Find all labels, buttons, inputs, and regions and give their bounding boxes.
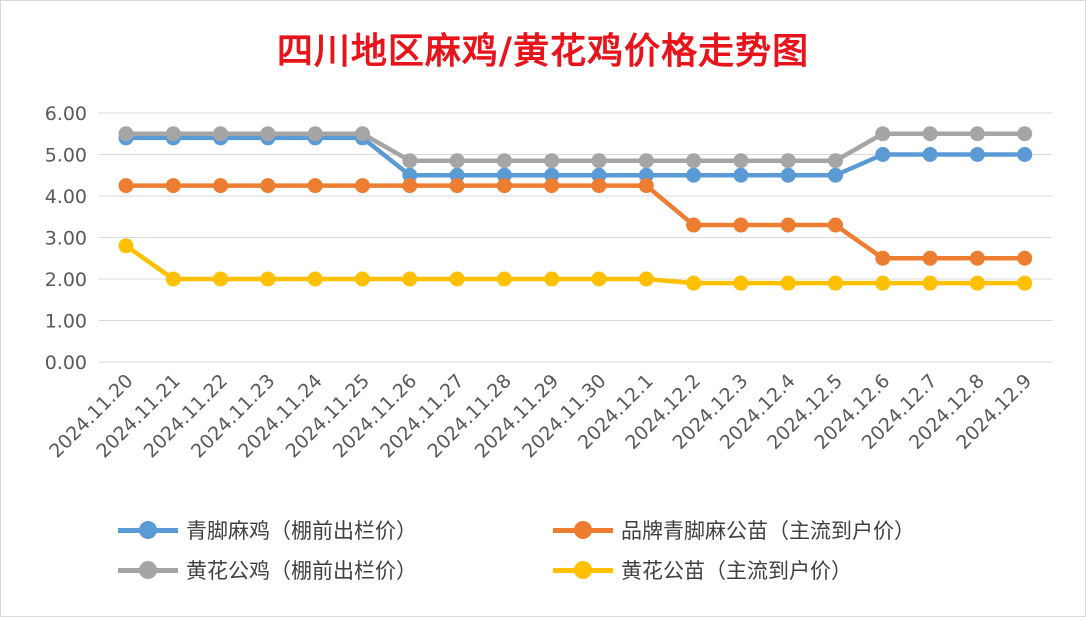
data-point	[780, 275, 796, 291]
data-point	[496, 167, 512, 183]
data-point	[1017, 147, 1033, 162]
data-point	[638, 167, 654, 183]
data-point	[402, 153, 418, 169]
data-point	[544, 167, 560, 183]
series-lines	[118, 126, 1033, 291]
data-point	[355, 271, 370, 287]
y-tick-label: 4.00	[45, 186, 87, 208]
data-point	[638, 153, 654, 169]
data-point	[307, 178, 323, 194]
data-point	[165, 178, 181, 194]
data-point	[165, 126, 181, 142]
y-tick-label: 3.00	[45, 228, 87, 250]
data-point	[828, 167, 843, 183]
series-line	[126, 131, 1025, 163]
data-point	[828, 217, 843, 233]
gridlines	[98, 112, 1053, 363]
data-point	[875, 147, 891, 162]
data-point	[733, 167, 749, 183]
y-tick-label: 2.00	[45, 269, 87, 291]
data-point	[118, 238, 134, 254]
data-point	[733, 153, 749, 169]
data-point	[828, 275, 843, 291]
data-point	[544, 271, 560, 287]
data-point	[260, 178, 276, 194]
data-point	[544, 153, 560, 169]
data-point	[875, 275, 891, 291]
data-point	[118, 126, 134, 142]
data-point	[591, 178, 607, 194]
data-point	[638, 271, 654, 287]
data-point	[213, 271, 229, 287]
y-tick-label: 6.00	[45, 103, 87, 125]
data-point	[828, 153, 843, 169]
data-point	[875, 250, 891, 266]
data-point	[780, 167, 796, 183]
data-point	[118, 178, 134, 194]
data-point	[686, 153, 702, 169]
data-point	[260, 271, 276, 287]
data-point	[307, 126, 323, 142]
chart-title: 四川地区麻鸡/黄花鸡价格走势图	[276, 30, 810, 72]
data-point	[922, 147, 938, 162]
data-point	[449, 167, 465, 183]
data-point	[733, 275, 749, 291]
data-point	[969, 250, 985, 266]
data-point	[355, 126, 370, 142]
data-point	[1017, 275, 1033, 291]
data-point	[449, 271, 465, 287]
data-point	[591, 167, 607, 183]
data-point	[875, 126, 891, 142]
data-point	[591, 153, 607, 169]
series-line	[124, 243, 1025, 286]
data-point	[496, 271, 512, 287]
data-point	[969, 275, 985, 291]
data-point	[213, 178, 229, 194]
data-point	[1017, 250, 1033, 266]
data-point	[733, 217, 749, 233]
data-point	[1017, 126, 1033, 142]
data-point	[449, 178, 465, 194]
series-3	[118, 126, 1033, 169]
data-point	[922, 275, 938, 291]
y-tick-label: 0.00	[45, 352, 87, 374]
y-tick-label: 1.00	[45, 311, 87, 333]
data-point	[402, 167, 418, 183]
series-2	[118, 178, 1033, 266]
data-point	[449, 153, 465, 169]
data-point	[544, 178, 560, 194]
data-point	[969, 147, 985, 162]
data-point	[260, 126, 276, 142]
data-point	[402, 178, 418, 194]
data-point	[780, 153, 796, 169]
data-point	[591, 271, 607, 287]
series-line	[126, 135, 1025, 178]
y-axis-ticks: 0.00 1.00 2.00 3.00 4.00 5.00 6.00	[45, 103, 87, 374]
series-4	[118, 238, 1033, 291]
data-point	[686, 167, 702, 183]
data-point	[496, 153, 512, 169]
data-point	[686, 217, 702, 233]
data-point	[402, 271, 418, 287]
series-line	[126, 183, 1025, 261]
data-point	[922, 126, 938, 142]
data-point	[307, 271, 323, 287]
data-point	[922, 250, 938, 266]
data-point	[780, 217, 796, 233]
data-point	[969, 126, 985, 142]
data-point	[496, 178, 512, 194]
x-axis-ticks: 2024.11.202024.11.212024.11.222024.11.23…	[45, 370, 1036, 462]
data-point	[355, 178, 370, 194]
data-point	[686, 275, 702, 291]
series-1	[118, 130, 1033, 183]
data-point	[638, 178, 654, 194]
data-point	[165, 271, 181, 287]
data-point	[213, 126, 229, 142]
y-tick-label: 5.00	[45, 145, 87, 167]
